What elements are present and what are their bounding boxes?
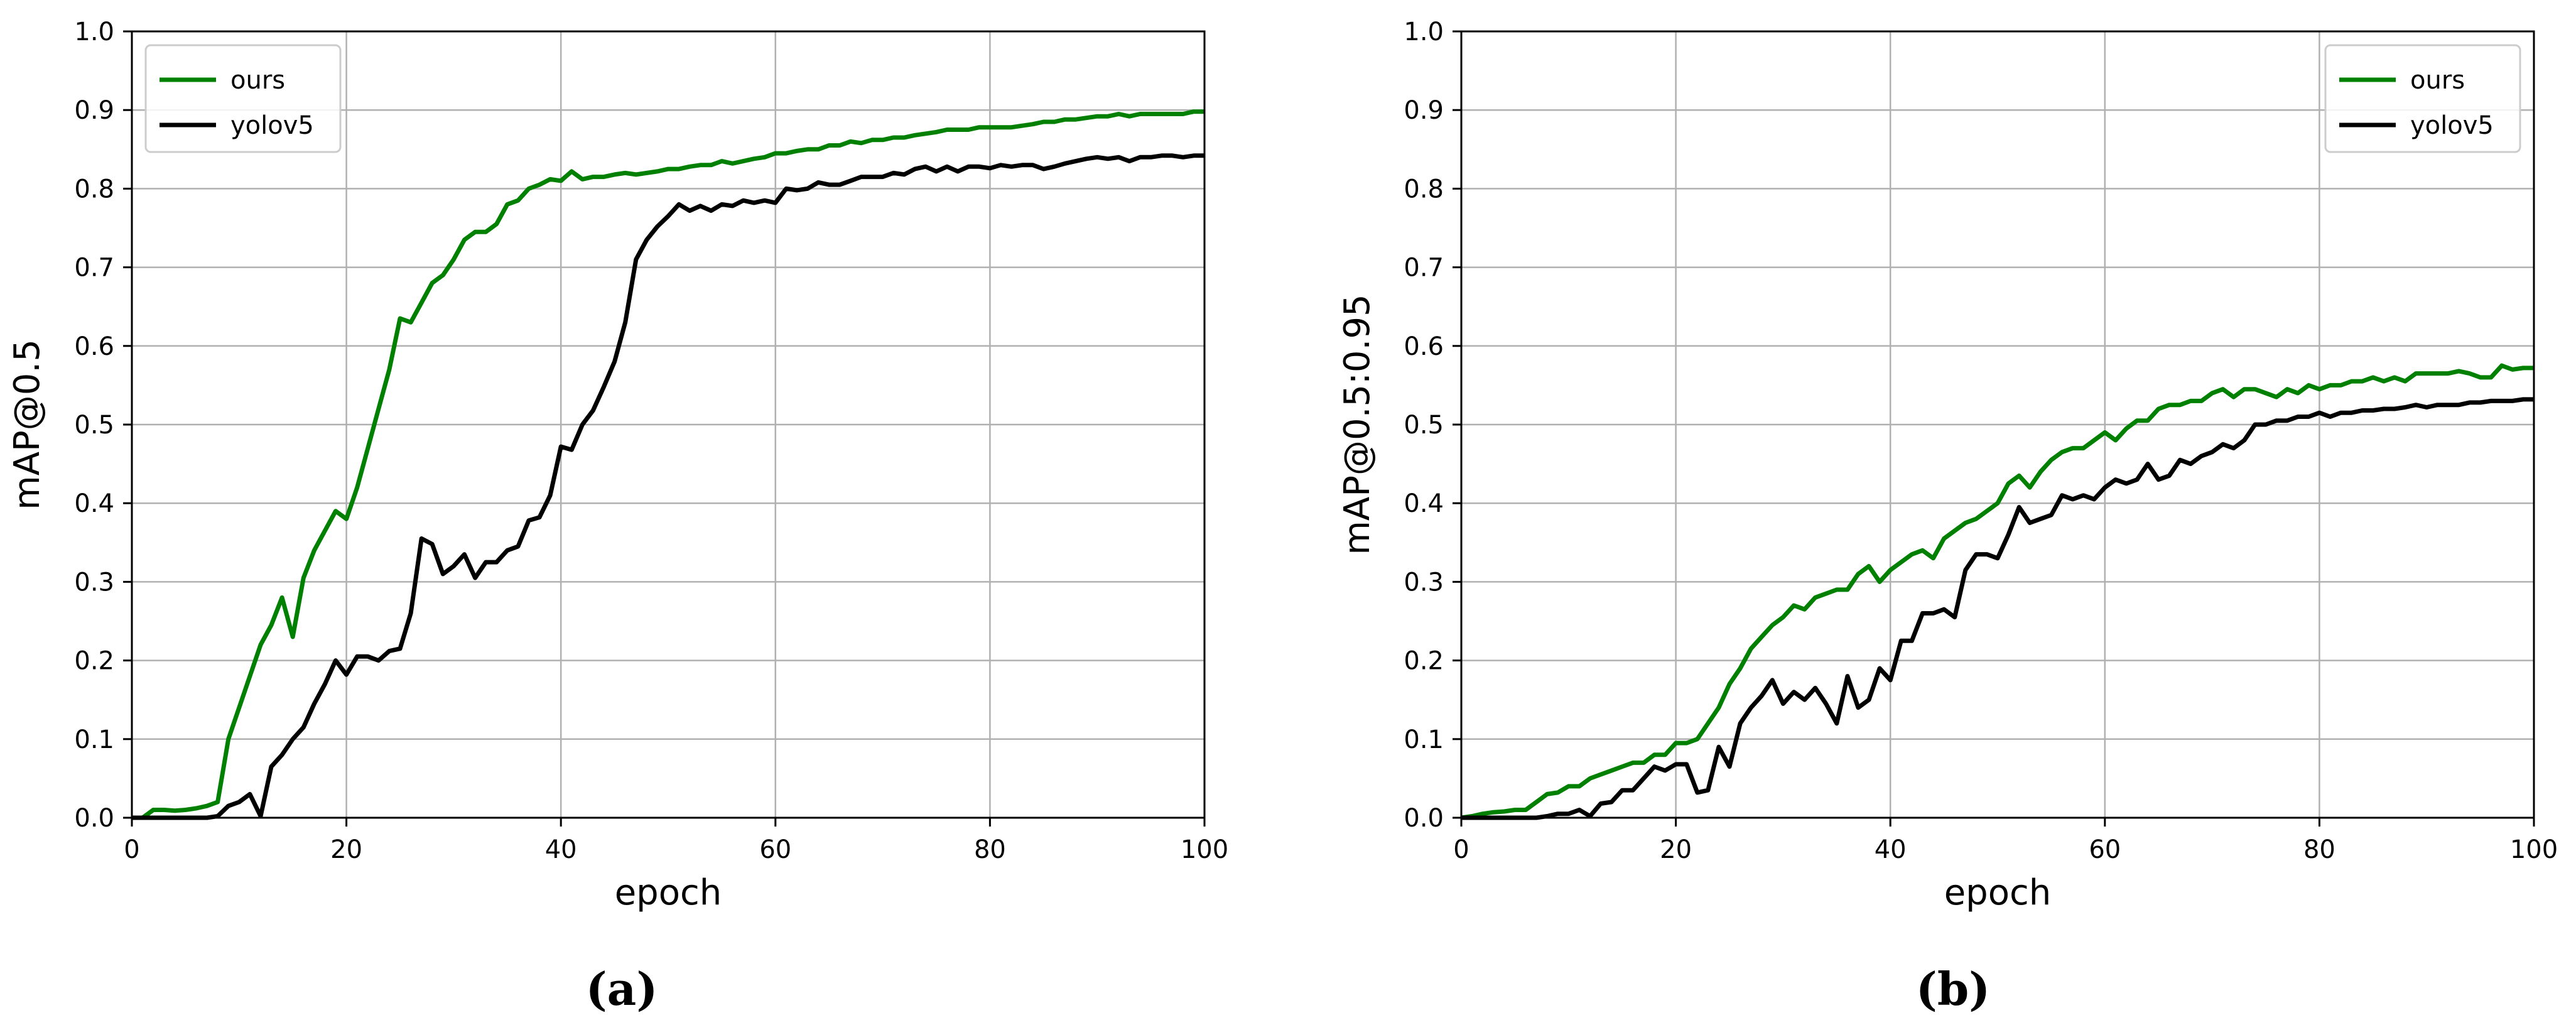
y-tick-label: 0.1	[74, 725, 114, 754]
legend-label: ours	[230, 66, 285, 95]
y-tick-label: 0.7	[74, 254, 114, 283]
x-tick-label: 80	[2303, 835, 2335, 864]
y-tick-label: 0.9	[74, 96, 114, 125]
y-tick-label: 1.0	[1404, 18, 1444, 46]
series-line-ours	[132, 109, 1204, 820]
series-line-yolov5	[1461, 397, 2534, 820]
x-tick-label: 100	[2510, 835, 2558, 864]
y-tick-label: 0.3	[1404, 568, 1444, 597]
x-tick-label: 0	[124, 835, 139, 864]
panel-caption: (a)	[586, 962, 658, 1016]
y-tick-label: 0.7	[1404, 254, 1444, 283]
y-tick-label: 0.6	[74, 332, 114, 361]
y-tick-label: 0.0	[74, 804, 114, 833]
y-tick-label: 0.4	[74, 489, 114, 518]
y-tick-label: 0.2	[74, 647, 114, 676]
x-tick-label: 100	[1181, 835, 1228, 864]
y-tick-label: 0.0	[1404, 804, 1444, 833]
x-tick-label: 60	[759, 835, 791, 864]
x-axis-label: epoch	[1944, 872, 2052, 913]
y-tick-label: 0.9	[1404, 96, 1444, 125]
x-tick-label: 20	[1660, 835, 1692, 864]
x-tick-label: 0	[1453, 835, 1469, 864]
y-tick-label: 0.5	[1404, 411, 1444, 440]
y-axis-label: mAP@0.5:0.95	[1337, 294, 1378, 555]
legend: ours yolov5	[144, 44, 342, 153]
panel-caption: (b)	[1916, 962, 1990, 1016]
y-tick-label: 0.1	[1404, 725, 1444, 754]
legend-label: yolov5	[2410, 111, 2494, 140]
y-tick-label: 0.5	[74, 411, 114, 440]
y-axis-label: mAP@0.5	[7, 339, 48, 510]
x-tick-label: 40	[545, 835, 577, 864]
series-line-ours	[1461, 363, 2534, 820]
y-tick-label: 1.0	[74, 18, 114, 46]
x-tick-label: 40	[1875, 835, 1907, 864]
x-tick-label: 80	[974, 835, 1006, 864]
y-tick-label: 0.8	[74, 175, 114, 203]
legend-label: yolov5	[230, 111, 314, 140]
chart-panel-b: 0 20 40 60 80 100 0.0 0.1 0.2 0.3 0.4 0.5 0.6 0.7 0.8 0…	[1337, 18, 2558, 1016]
y-tick-label: 0.3	[74, 568, 114, 597]
y-tick-label: 0.8	[1404, 175, 1444, 203]
y-tick-label: 0.6	[1404, 332, 1444, 361]
x-tick-label: 20	[330, 835, 362, 864]
y-tick-label: 0.4	[1404, 489, 1444, 518]
y-tick-label: 0.2	[1404, 647, 1444, 676]
chart-panel-a: 0 20 40 60 80 100 0.0 0.1 0.2 0.3 0.4 0.5 0.6 0.7 0.8 0…	[7, 18, 1228, 1016]
legend: ours yolov5	[2324, 44, 2521, 153]
x-tick-label: 60	[2089, 835, 2121, 864]
x-axis-label: epoch	[615, 872, 722, 913]
legend-label: ours	[2410, 66, 2465, 95]
series-line-yolov5	[132, 153, 1204, 820]
